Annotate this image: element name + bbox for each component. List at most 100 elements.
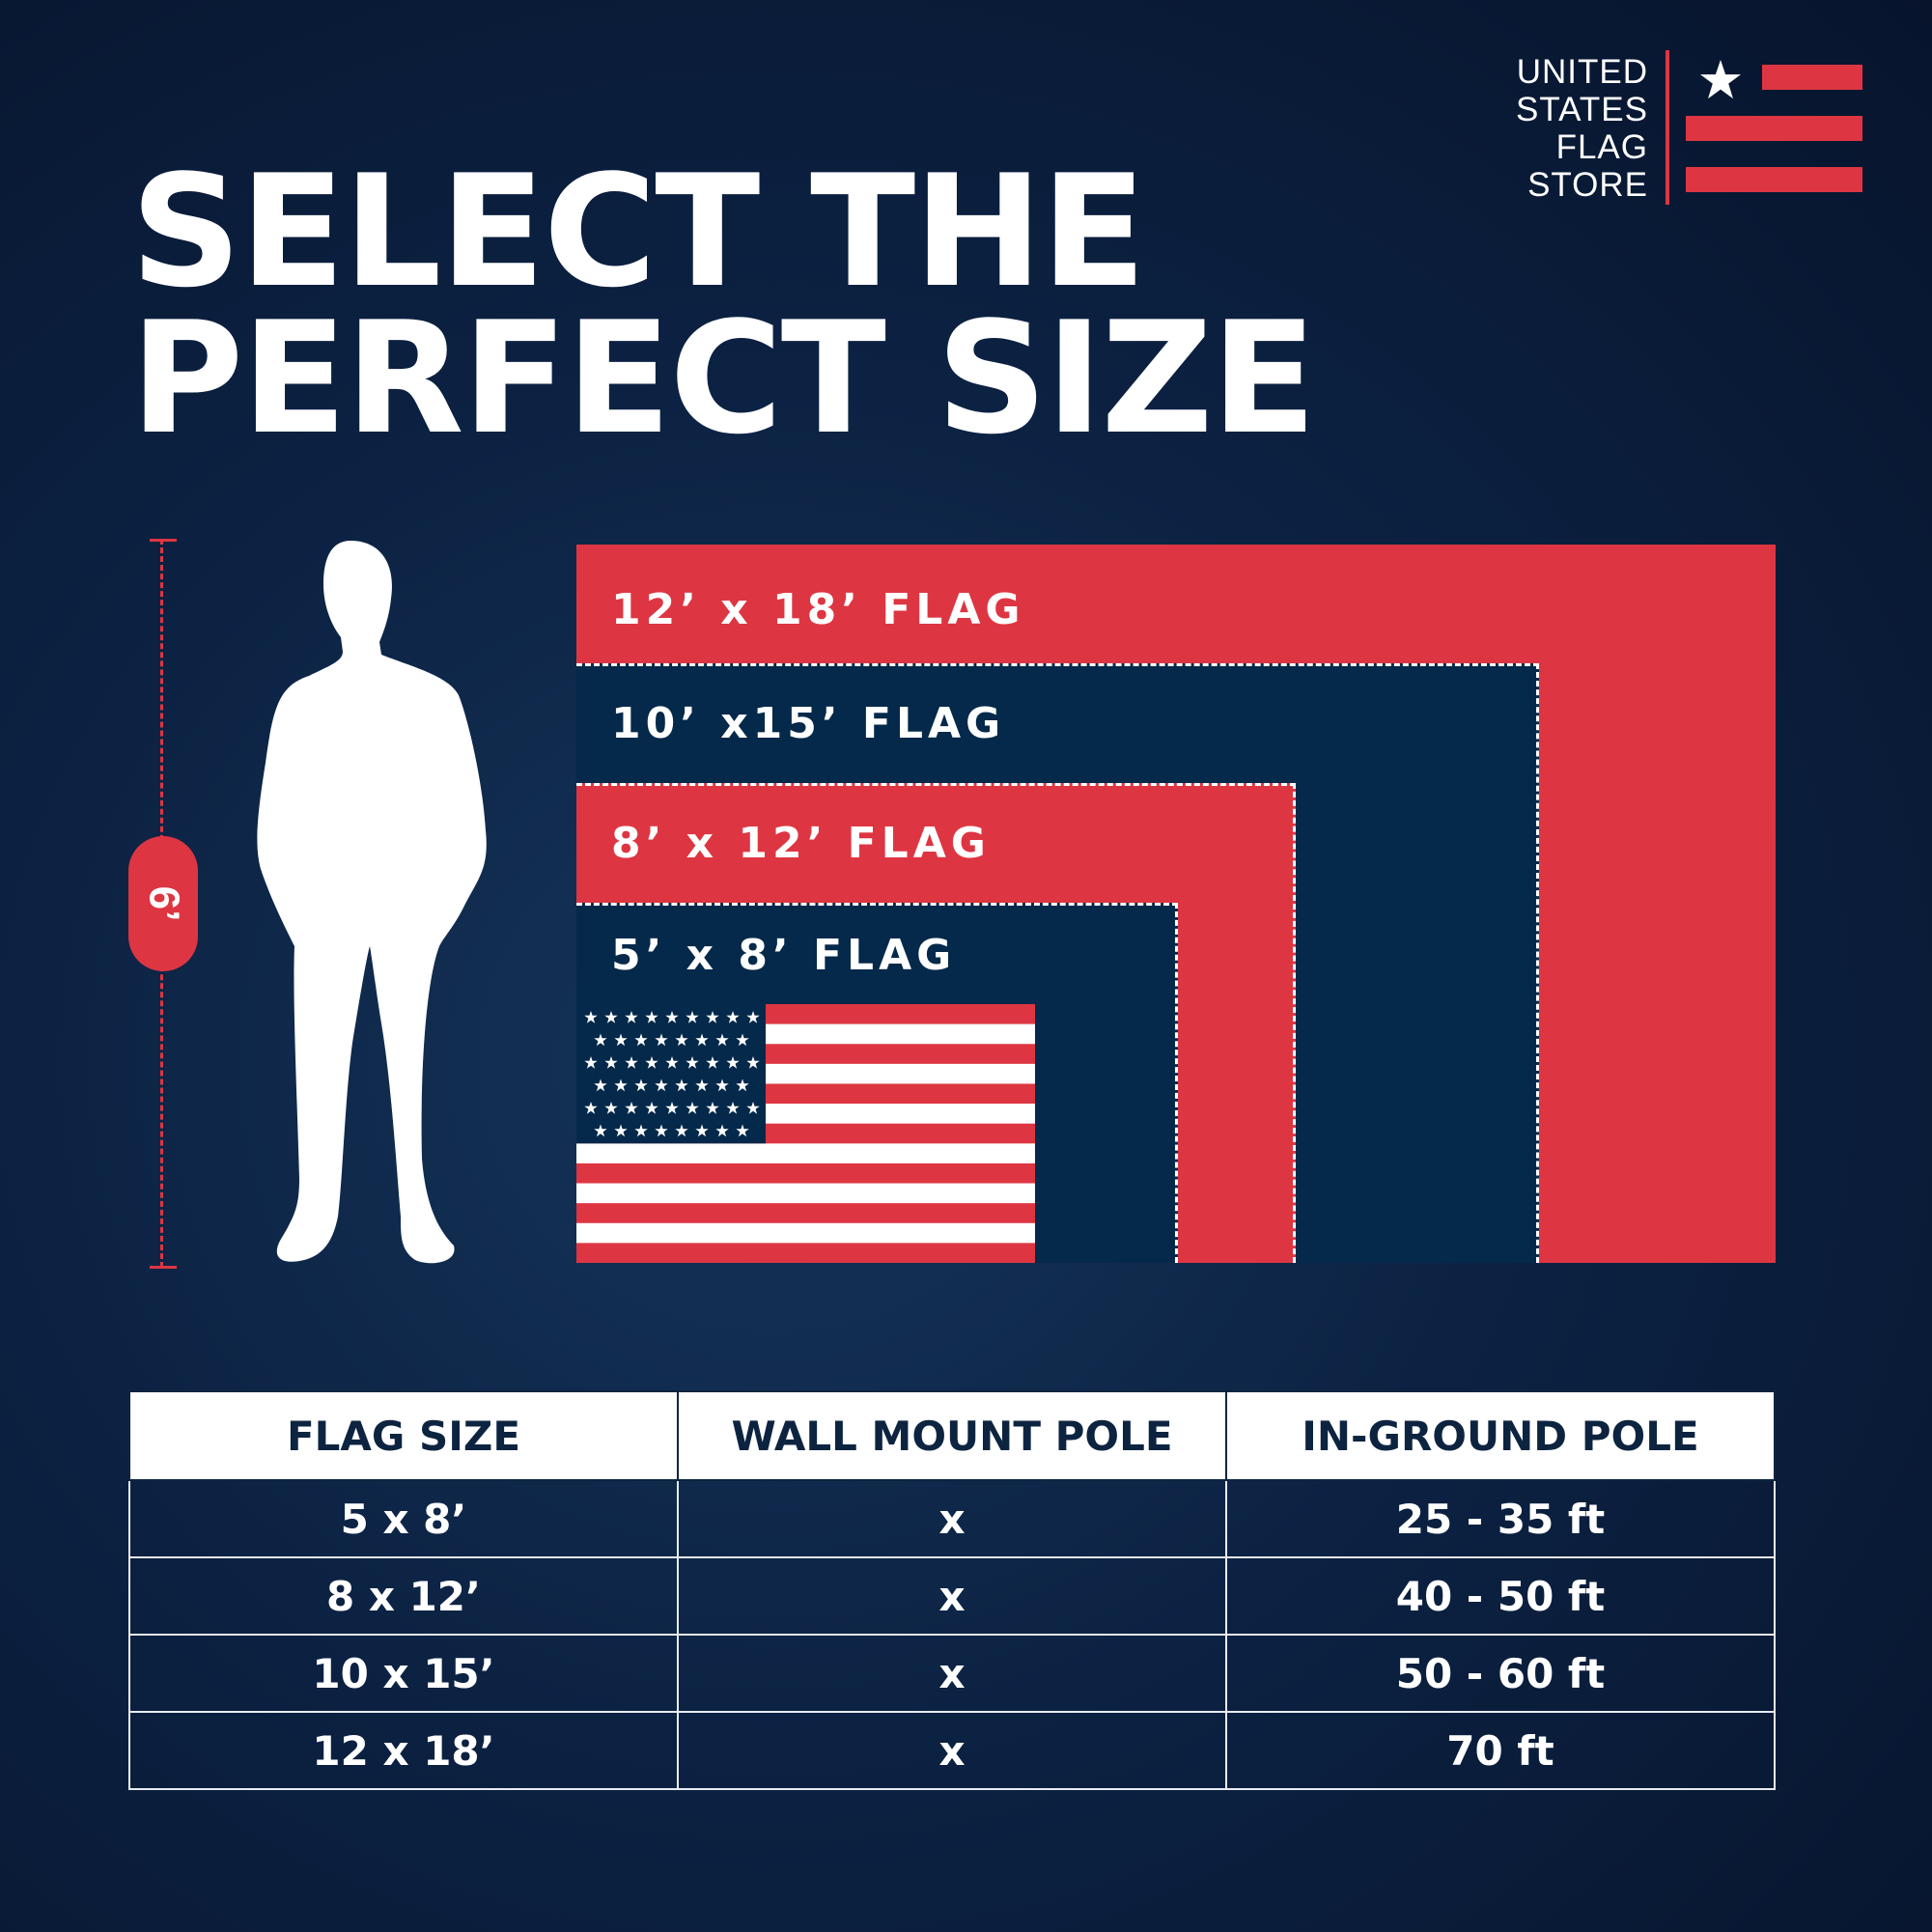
flag-star [715,1124,729,1137]
flag-star [736,1078,749,1092]
flag-label: 8’ x 12’ FLAG [611,819,991,868]
table-header-row: FLAG SIZE WALL MOUNT POLE IN-GROUND POLE [128,1390,1776,1481]
flag-star [584,1102,598,1114]
flag-star [614,1124,628,1137]
flag-star [675,1078,688,1092]
table-row: 8 x 12’ x 40 - 50 ft [128,1556,1776,1636]
flag-star [625,1056,638,1069]
cell: 8 x 12’ [128,1556,679,1636]
flag-star [675,1124,688,1137]
height-label: 6’ [139,885,187,922]
flag-star [715,1033,729,1047]
flag-canton [576,1004,766,1144]
flag-star [634,1078,648,1092]
flag-star [686,1056,699,1069]
header-wall-mount-pole: WALL MOUNT POLE [677,1390,1227,1481]
flag-star [614,1033,628,1047]
flag-star [706,1102,719,1114]
cell: 5 x 8’ [128,1479,679,1558]
height-badge: 6’ [128,836,198,971]
flag-star [746,1011,760,1023]
flag-label: 12’ x 18’ FLAG [611,585,1025,634]
cell: 12 x 18’ [128,1711,679,1790]
flag-star [634,1124,648,1137]
flag-star [665,1011,679,1023]
flag-star [736,1033,749,1047]
flag-star [746,1056,760,1069]
flag-star [655,1033,668,1047]
flag-star [655,1124,668,1137]
flag-star [625,1102,638,1114]
cell: 50 - 60 ft [1225,1634,1776,1713]
flag-star [645,1102,658,1114]
flag-stripe [576,1243,1035,1263]
cell: x [677,1556,1227,1636]
flag-star [665,1102,679,1114]
table-row: 10 x 15’ x 50 - 60 ft [128,1634,1776,1713]
flag-star [604,1102,618,1114]
cell: 40 - 50 ft [1225,1556,1776,1636]
logo-text: UNITED STATES FLAG STORE [1516,53,1648,204]
flag-star [655,1078,668,1092]
logo-line: FLAG [1555,128,1648,166]
flag-star [695,1078,709,1092]
height-cap-bottom [150,1266,177,1269]
flag-star [706,1011,719,1023]
flag-star [715,1078,729,1092]
flag-stripe [576,1222,1035,1244]
flag-star [695,1033,709,1047]
cell: 70 ft [1225,1711,1776,1790]
flag-star [614,1078,628,1092]
flag-star [594,1124,607,1137]
logo-line: UNITED [1516,53,1648,91]
logo-line: STORE [1527,166,1648,204]
flag-stripe [576,1143,1035,1164]
cell: 25 - 35 ft [1225,1479,1776,1558]
person-silhouette [257,541,487,1264]
cell: 10 x 15’ [128,1634,679,1713]
header-flag-size: FLAG SIZE [128,1390,679,1481]
height-cap-top [150,539,177,542]
us-flag-image [576,1004,1035,1263]
table-row: 12 x 18’ x 70 ft [128,1711,1776,1790]
flag-star [645,1011,658,1023]
cell: x [677,1634,1227,1713]
star-icon [1700,60,1741,99]
flag-star [686,1011,699,1023]
flag-star [746,1102,760,1114]
logo-divider [1666,50,1669,205]
flag-stripe [576,1162,1035,1185]
title-line-1: SELECT THE [130,141,1146,322]
flag-star [686,1102,699,1114]
header-in-ground-pole: IN-GROUND POLE [1225,1390,1776,1481]
flag-star [675,1033,688,1047]
title-line-2: PERFECT SIZE [130,288,1317,468]
flag-star [625,1011,638,1023]
table-row: 5 x 8’ x 25 - 35 ft [128,1479,1776,1558]
logo-stripe [1686,167,1862,192]
flag-label: 5’ x 8’ FLAG [611,931,957,980]
flag-star [706,1056,719,1069]
flag-label: 10’ x15’ FLAG [611,699,1006,748]
logo-stripe [1686,116,1862,141]
logo-line: STATES [1516,91,1648,128]
flag-star [584,1011,598,1023]
flag-star [695,1124,709,1137]
flag-star [634,1033,648,1047]
flag-star [594,1078,607,1092]
flag-star [726,1011,740,1023]
flag-stripe [576,1183,1035,1204]
cell: x [677,1479,1227,1558]
flag-star [736,1124,749,1137]
flag-star [726,1102,740,1114]
flag-star [665,1056,679,1069]
flag-stripe [576,1203,1035,1224]
pole-size-table: FLAG SIZE WALL MOUNT POLE IN-GROUND POLE… [128,1390,1776,1790]
flag-star [726,1056,740,1069]
flag-star [584,1056,598,1069]
cell: x [677,1711,1227,1790]
flag-star [604,1056,618,1069]
logo-stripe [1762,65,1862,90]
flag-star [594,1033,607,1047]
